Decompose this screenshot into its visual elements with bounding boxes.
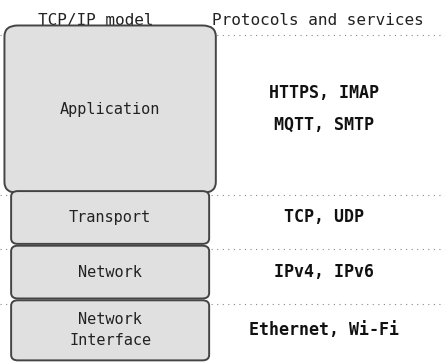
Text: Transport: Transport <box>69 210 151 225</box>
Text: IPv4, IPv6: IPv4, IPv6 <box>274 263 374 281</box>
Text: HTTPS, IMAP
MQTT, SMTP: HTTPS, IMAP MQTT, SMTP <box>269 84 379 134</box>
Text: TCP/IP model: TCP/IP model <box>38 13 154 28</box>
Text: TCP, UDP: TCP, UDP <box>284 209 364 226</box>
Text: Network
Interface: Network Interface <box>69 312 151 348</box>
Text: Ethernet, Wi-Fi: Ethernet, Wi-Fi <box>249 321 399 339</box>
FancyBboxPatch shape <box>11 191 209 244</box>
Text: Protocols and services: Protocols and services <box>212 13 424 28</box>
Text: Network: Network <box>78 265 142 280</box>
FancyBboxPatch shape <box>11 300 209 360</box>
Text: Application: Application <box>60 102 160 117</box>
FancyBboxPatch shape <box>11 246 209 298</box>
FancyBboxPatch shape <box>4 25 216 193</box>
